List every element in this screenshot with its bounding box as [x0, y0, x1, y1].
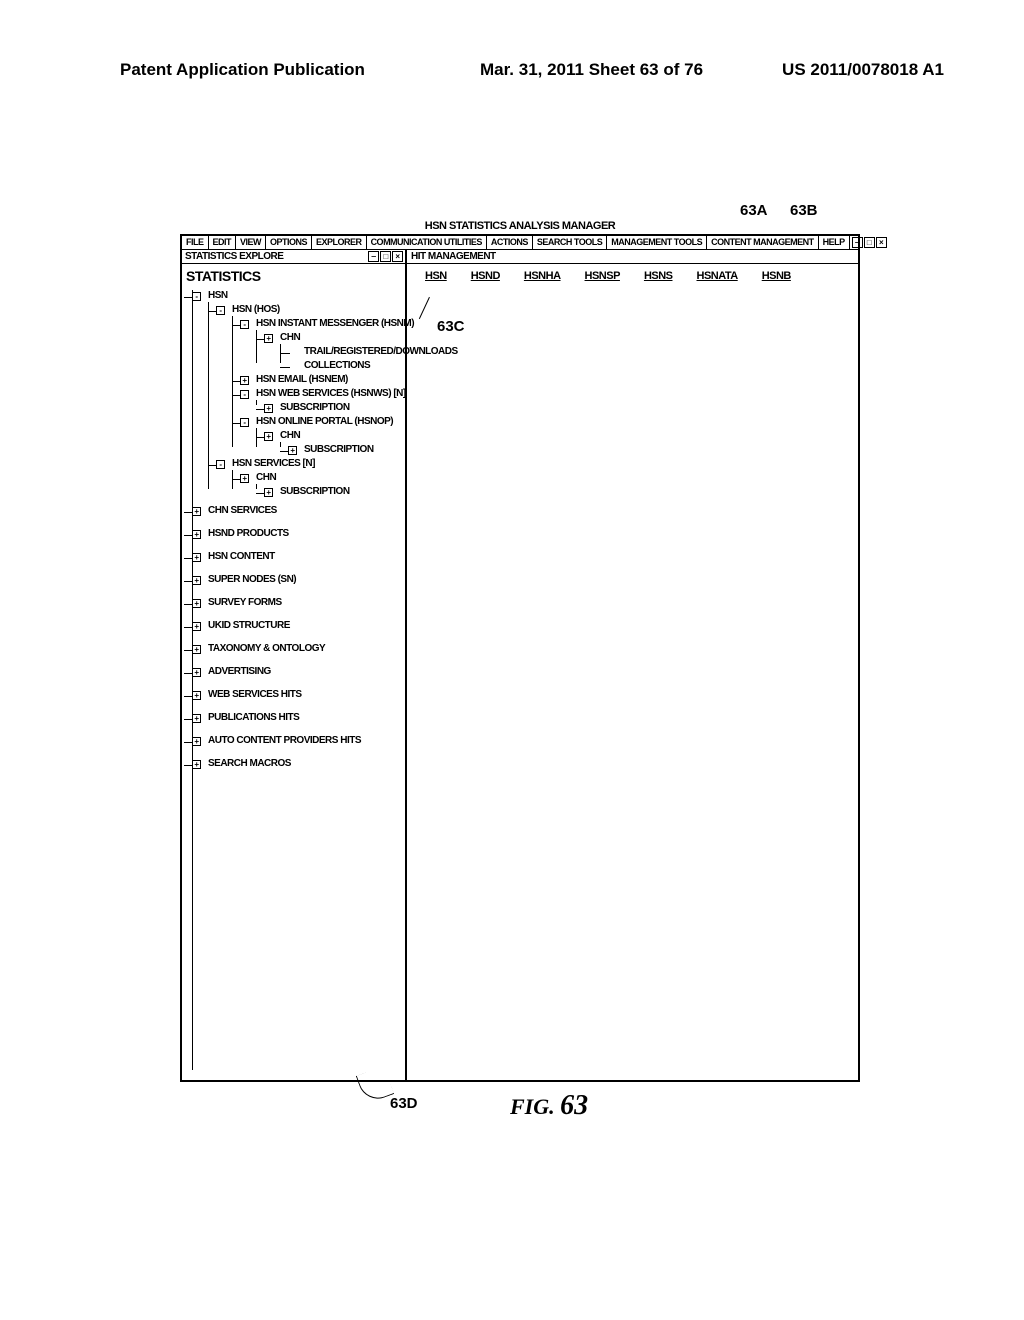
- tab-hsnha[interactable]: HSNHA: [524, 270, 561, 282]
- tree: - HSN - HSN (HOS) - H: [182, 286, 405, 1080]
- menu-view[interactable]: VIEW: [236, 236, 266, 249]
- menu-comm[interactable]: COMMUNICATION UTILITIES: [367, 236, 487, 249]
- header-center: Mar. 31, 2011 Sheet 63 of 76: [480, 60, 703, 80]
- left-heading: STATISTICS: [182, 264, 405, 286]
- header-left: Patent Application Publication: [120, 60, 365, 80]
- tree-hsn-ws[interactable]: - HSN WEB SERVICES (HSNWS) [N]: [220, 388, 403, 399]
- tree-ukid[interactable]: + UKID STRUCTURE: [184, 620, 403, 631]
- menubar: FILE EDIT VIEW OPTIONS EXPLORER COMMUNIC…: [182, 236, 858, 250]
- tree-hsn-services-n[interactable]: - HSN SERVICES [N]: [196, 458, 403, 469]
- maximize-icon[interactable]: □: [864, 237, 875, 248]
- tree-super-nodes[interactable]: + SUPER NODES (SN): [184, 574, 403, 585]
- tree-sub2[interactable]: + SUBSCRIPTION: [268, 444, 403, 455]
- right-pane: HIT MANAGEMENT HSN HSND HSNHA HSNSP HSNS…: [407, 250, 858, 1080]
- menu-options[interactable]: OPTIONS: [266, 236, 312, 249]
- tree-chn-services[interactable]: + CHN SERVICES: [184, 505, 403, 516]
- pane-maximize-icon[interactable]: □: [380, 251, 391, 262]
- tab-row: HSN HSND HSNHA HSNSP HSNS HSNATA HSNB: [407, 264, 858, 288]
- tree-sub1[interactable]: + SUBSCRIPTION: [244, 402, 403, 413]
- tree-hsn-content[interactable]: + HSN CONTENT: [184, 551, 403, 562]
- menu-explorer[interactable]: EXPLORER: [312, 236, 367, 249]
- minimize-icon[interactable]: ‒: [852, 237, 863, 248]
- menu-actions[interactable]: ACTIONS: [487, 236, 533, 249]
- tree-chn1[interactable]: + CHN: [244, 332, 403, 343]
- menu-content[interactable]: CONTENT MANAGEMENT: [707, 236, 819, 249]
- left-pane: STATISTICS EXPLORE ‒ □ × STATISTICS - HS…: [182, 250, 407, 1080]
- pane-close-icon[interactable]: ×: [392, 251, 403, 262]
- callout-63b: 63B: [790, 202, 818, 219]
- tree-hsnd-products[interactable]: + HSND PRODUCTS: [184, 528, 403, 539]
- menu-help[interactable]: HELP: [819, 236, 850, 249]
- tree-pub-hits[interactable]: + PUBLICATIONS HITS: [184, 712, 403, 723]
- tab-hsn[interactable]: HSN: [425, 270, 447, 282]
- tree-hsn-portal[interactable]: - HSN ONLINE PORTAL (HSNOP): [220, 416, 403, 427]
- callout-63c: 63C: [437, 318, 465, 335]
- window-controls: ‒ □ ×: [850, 236, 889, 249]
- tree-chn3[interactable]: + CHN: [220, 472, 403, 483]
- tree-survey-forms[interactable]: + SURVEY FORMS: [184, 597, 403, 608]
- app-title: HSN STATISTICS ANALYSIS MANAGER: [180, 220, 860, 232]
- figure-label: FIG. 63: [510, 1090, 588, 1122]
- callout-63a: 63A: [740, 202, 768, 219]
- tree-auto-hits[interactable]: + AUTO CONTENT PROVIDERS HITS: [184, 735, 403, 746]
- app-window: FILE EDIT VIEW OPTIONS EXPLORER COMMUNIC…: [180, 234, 860, 1082]
- tree-root[interactable]: - HSN: [184, 290, 403, 301]
- header-right: US 2011/0078018 A1: [782, 60, 944, 80]
- tab-hsns[interactable]: HSNS: [644, 270, 673, 282]
- tree-hsn-email[interactable]: + HSN EMAIL (HSNEM): [220, 374, 403, 385]
- tab-hsnb[interactable]: HSNB: [762, 270, 791, 282]
- pane-minimize-icon[interactable]: ‒: [368, 251, 379, 262]
- figure-area: 63A 63B HSN STATISTICS ANALYSIS MANAGER …: [180, 220, 860, 1082]
- tree-advertising[interactable]: + ADVERTISING: [184, 666, 403, 677]
- tab-hsnsp[interactable]: HSNSP: [585, 270, 620, 282]
- tree-search-macros[interactable]: + SEARCH MACROS: [184, 758, 403, 769]
- tree-hsn-im[interactable]: - HSN INSTANT MESSENGER (HSNM): [220, 318, 403, 329]
- tree-sub3[interactable]: + SUBSCRIPTION: [244, 486, 403, 497]
- menu-file[interactable]: FILE: [182, 236, 209, 249]
- tree-hsn-hos[interactable]: - HSN (HOS): [196, 304, 403, 315]
- tree-chn2[interactable]: + CHN: [244, 430, 403, 441]
- tree-taxonomy[interactable]: + TAXONOMY & ONTOLOGY: [184, 643, 403, 654]
- tree-collections[interactable]: COLLECTIONS: [268, 360, 403, 371]
- callout-63d: 63D: [390, 1095, 418, 1112]
- menu-search[interactable]: SEARCH TOOLS: [533, 236, 607, 249]
- right-pane-title: HIT MANAGEMENT: [407, 250, 858, 264]
- content-area: 63C: [407, 288, 858, 1080]
- left-pane-title: STATISTICS EXPLORE: [182, 250, 366, 263]
- tree-web-hits[interactable]: + WEB SERVICES HITS: [184, 689, 403, 700]
- menu-edit[interactable]: EDIT: [209, 236, 237, 249]
- tab-hsnd[interactable]: HSND: [471, 270, 500, 282]
- close-icon[interactable]: ×: [876, 237, 887, 248]
- left-pane-controls: ‒ □ ×: [366, 250, 405, 263]
- tree-trail[interactable]: TRAIL/REGISTERED/DOWNLOADS: [268, 346, 403, 357]
- menu-mgmt[interactable]: MANAGEMENT TOOLS: [607, 236, 707, 249]
- tab-hsnata[interactable]: HSNATA: [697, 270, 738, 282]
